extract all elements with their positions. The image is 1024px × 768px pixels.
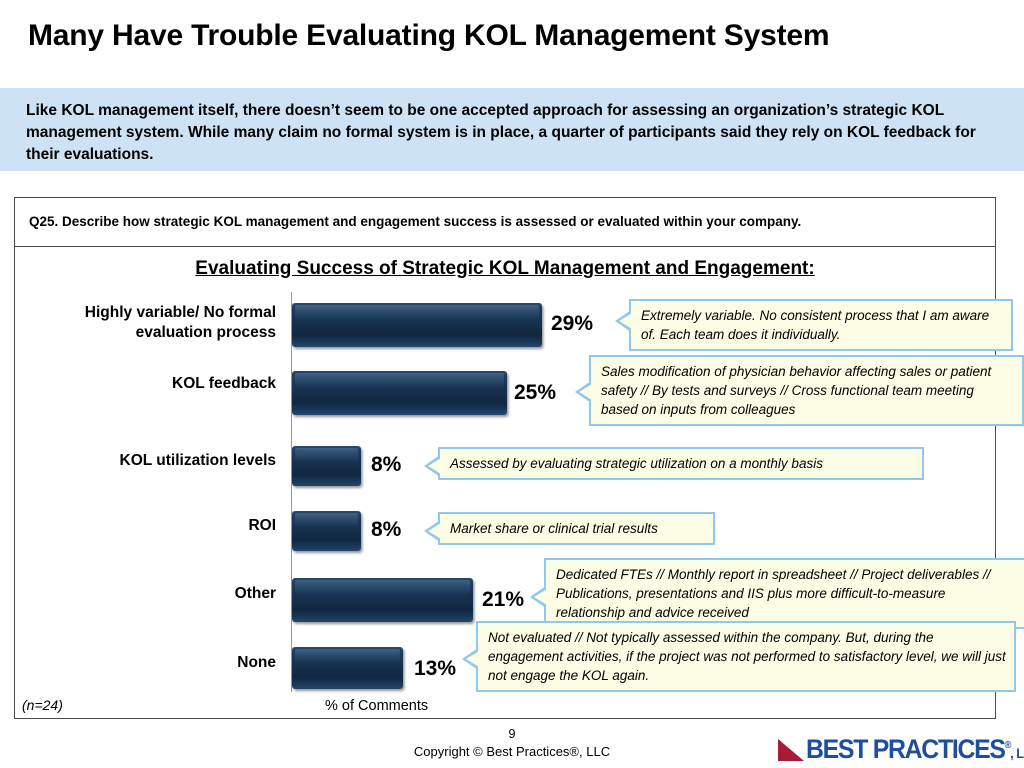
bar-value-label: 21% xyxy=(482,588,525,611)
value-axis-line xyxy=(291,292,292,692)
callout-bubble: Extremely variable. No consistent proces… xyxy=(615,299,1013,351)
logo-wordmark: BEST PRACTICES®, LLC xyxy=(806,734,1024,765)
axis-caption: % of Comments xyxy=(325,698,429,714)
logo-triangle-icon xyxy=(778,739,804,761)
callout-bubble: Market share or clinical trial results xyxy=(424,512,715,545)
company-logo: BEST PRACTICES®, LLC xyxy=(778,734,1024,765)
bar-value-label: 13% xyxy=(414,657,457,680)
bar-segment xyxy=(292,578,473,622)
callout-text: Sales modification of physician behavior… xyxy=(601,364,992,417)
callout-tail-fill-icon xyxy=(466,651,479,667)
callout-tail-fill-icon xyxy=(428,523,441,539)
category-label: Other xyxy=(234,585,276,602)
sample-size-note: (n=24) xyxy=(22,697,63,713)
summary-text: Like KOL management itself, there doesn’… xyxy=(26,102,976,163)
logo-name: BEST PRACTICES xyxy=(806,734,1006,764)
bar-value-label: 29% xyxy=(551,312,594,335)
question-box: Q25. Describe how strategic KOL manageme… xyxy=(14,197,996,247)
bar-segment xyxy=(292,371,507,415)
bar-segment xyxy=(292,647,403,689)
category-label: KOL utilization levels xyxy=(119,452,276,469)
bar-value-label: 25% xyxy=(514,381,557,404)
callout-text: Extremely variable. No consistent proces… xyxy=(641,308,990,342)
bar-segment xyxy=(292,511,361,551)
callout-tail-fill-icon xyxy=(428,458,441,474)
page-number: 9 xyxy=(508,727,516,741)
callout-text: Assessed by evaluating strategic utiliza… xyxy=(450,456,823,471)
callout-bubble: Sales modification of physician behavior… xyxy=(575,355,1024,426)
callout-text: Not evaluated // Not typically assessed … xyxy=(488,630,1006,683)
category-label: KOL feedback xyxy=(172,375,276,392)
callout-text: Dedicated FTEs // Monthly report in spre… xyxy=(556,567,991,620)
logo-registered-mark: ® xyxy=(1004,740,1012,751)
callout-tail-fill-icon xyxy=(619,313,632,329)
bar-segment xyxy=(292,303,542,347)
chart-heading: Evaluating Success of Strategic KOL Mana… xyxy=(195,258,815,279)
category-label: None xyxy=(237,654,276,671)
category-label: ROI xyxy=(248,517,276,534)
callout-bubble: Dedicated FTEs // Monthly report in spre… xyxy=(530,558,1024,629)
category-label: Highly variable/ No formal evaluation pr… xyxy=(84,304,276,341)
callout-tail-fill-icon xyxy=(534,589,547,605)
page-title: Many Have Trouble Evaluating KOL Managem… xyxy=(28,19,830,52)
summary-banner: Like KOL management itself, there doesn’… xyxy=(0,88,1024,171)
bar-segment xyxy=(292,446,361,486)
bar-value-label: 8% xyxy=(371,518,402,541)
plot-area: Highly variable/ No formal evaluation pr… xyxy=(14,292,1024,692)
callout-text: Market share or clinical trial results xyxy=(450,521,658,536)
callout-bubble: Not evaluated // Not typically assessed … xyxy=(462,621,1016,692)
callout-bubble: Assessed by evaluating strategic utiliza… xyxy=(424,447,924,480)
copyright-text: Copyright © Best Practices®, LLC xyxy=(413,744,611,759)
bar-value-label: 8% xyxy=(371,453,402,476)
logo-suffix: , LLC xyxy=(1010,745,1024,761)
callout-tail-fill-icon xyxy=(579,384,592,400)
question-text: Q25. Describe how strategic KOL manageme… xyxy=(29,214,802,229)
